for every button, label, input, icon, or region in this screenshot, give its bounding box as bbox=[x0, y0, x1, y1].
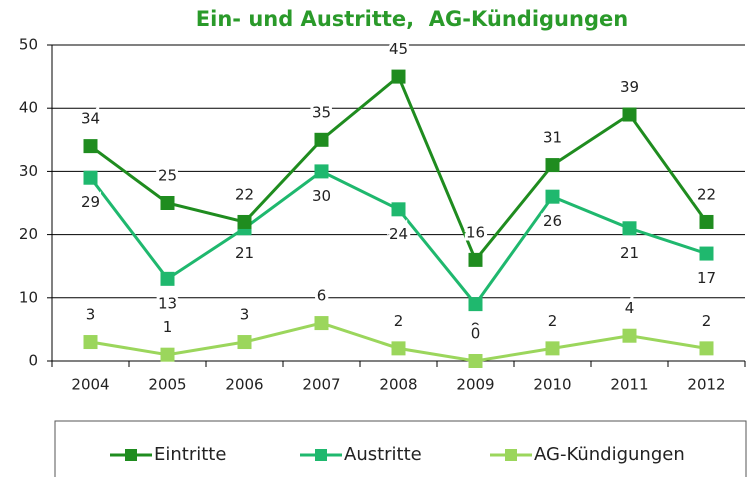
data-label: 2 bbox=[702, 312, 712, 330]
y-tick-label: 0 bbox=[28, 352, 38, 370]
data-label: 4 bbox=[625, 299, 635, 317]
data-label: 34 bbox=[81, 110, 100, 128]
data-label: 21 bbox=[235, 244, 254, 262]
y-tick-label: 50 bbox=[19, 36, 38, 54]
x-tick-label: 2007 bbox=[302, 376, 340, 394]
x-tick-label: 2005 bbox=[148, 376, 186, 394]
data-label: 3 bbox=[240, 306, 250, 324]
data-label: 0 bbox=[471, 325, 481, 343]
data-label: 3 bbox=[86, 306, 96, 324]
point-marker bbox=[699, 214, 714, 229]
point-marker bbox=[391, 202, 406, 217]
data-label: 30 bbox=[312, 187, 331, 205]
data-label: 45 bbox=[389, 40, 408, 58]
point-marker bbox=[622, 221, 637, 236]
point-marker bbox=[391, 69, 406, 84]
legend-label: Austritte bbox=[344, 444, 422, 465]
data-label: 39 bbox=[620, 78, 639, 96]
point-marker bbox=[622, 107, 637, 122]
y-tick-label: 30 bbox=[19, 162, 38, 180]
data-label: 17 bbox=[697, 269, 716, 287]
x-tick-label: 2009 bbox=[456, 376, 494, 394]
y-tick-label: 20 bbox=[19, 225, 38, 243]
x-tick-label: 2008 bbox=[379, 376, 417, 394]
data-label: 1 bbox=[163, 318, 173, 336]
x-tick-label: 2004 bbox=[71, 376, 109, 394]
data-label: 6 bbox=[317, 287, 327, 305]
point-marker bbox=[83, 335, 98, 350]
legend-label: Eintritte bbox=[154, 444, 226, 465]
y-tick-label: 10 bbox=[19, 288, 38, 306]
point-marker bbox=[83, 170, 98, 185]
point-marker bbox=[622, 328, 637, 343]
y-tick-label: 40 bbox=[19, 99, 38, 117]
data-label: 26 bbox=[543, 212, 562, 230]
point-marker bbox=[545, 341, 560, 356]
data-label: 35 bbox=[312, 103, 331, 121]
point-marker bbox=[314, 164, 329, 179]
x-tick-label: 2006 bbox=[225, 376, 263, 394]
legend-marker bbox=[315, 449, 327, 461]
chart-title: Ein- und Austritte, AG-Kündigungen bbox=[196, 7, 628, 31]
data-label: 29 bbox=[81, 193, 100, 211]
point-marker bbox=[699, 246, 714, 261]
data-label: 2 bbox=[394, 312, 404, 330]
data-label: 22 bbox=[235, 185, 254, 203]
point-marker bbox=[314, 132, 329, 147]
data-label: 22 bbox=[697, 185, 716, 203]
x-tick-label: 2010 bbox=[533, 376, 571, 394]
data-label: 2 bbox=[548, 312, 558, 330]
legend-marker bbox=[125, 449, 137, 461]
data-label: 16 bbox=[466, 223, 485, 241]
point-marker bbox=[468, 354, 483, 368]
point-marker bbox=[160, 271, 175, 286]
point-marker bbox=[237, 335, 252, 350]
x-tick-label: 2012 bbox=[687, 376, 725, 394]
point-marker bbox=[699, 341, 714, 356]
point-marker bbox=[468, 252, 483, 267]
point-marker bbox=[314, 316, 329, 331]
point-marker bbox=[545, 189, 560, 204]
point-marker bbox=[468, 297, 483, 312]
data-label: 25 bbox=[158, 167, 177, 185]
point-marker bbox=[160, 347, 175, 362]
point-marker bbox=[83, 139, 98, 154]
data-label: 13 bbox=[158, 294, 177, 312]
data-label: 9 bbox=[471, 320, 481, 338]
legend-marker bbox=[505, 449, 517, 461]
point-marker bbox=[545, 158, 560, 173]
point-marker bbox=[391, 341, 406, 356]
data-label: 24 bbox=[389, 225, 408, 243]
data-label: 31 bbox=[543, 129, 562, 147]
point-marker bbox=[160, 196, 175, 210]
legend-box bbox=[54, 420, 747, 477]
point-marker bbox=[237, 214, 252, 229]
legend-label: AG-Kündigungen bbox=[534, 444, 685, 465]
x-tick-label: 2011 bbox=[610, 376, 648, 394]
data-label: 21 bbox=[620, 244, 639, 262]
